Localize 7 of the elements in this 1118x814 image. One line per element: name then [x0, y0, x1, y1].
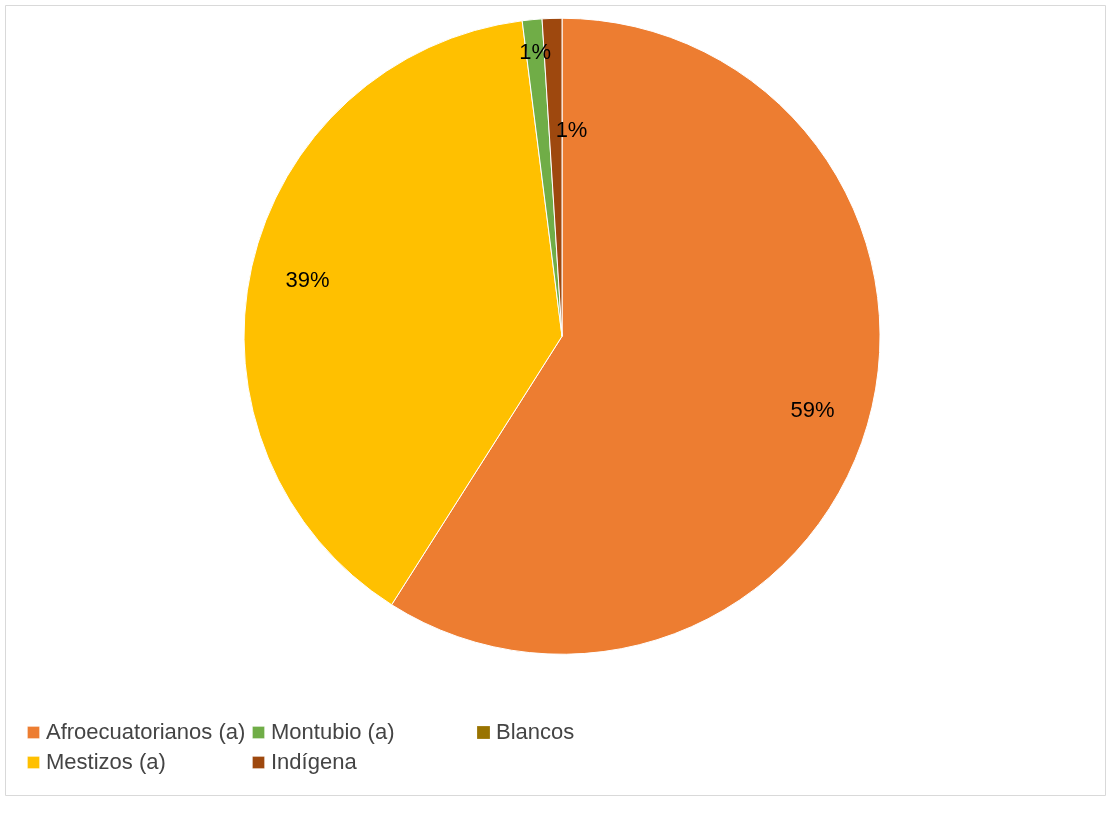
- legend-label: Indígena: [271, 749, 358, 775]
- legend-label: Montubio (a): [271, 719, 396, 745]
- data-label: 59%: [790, 396, 835, 422]
- legend-label: Mestizos (a): [46, 749, 167, 775]
- data-label: 39%: [285, 266, 330, 292]
- legend-label: Afroecuatorianos (a): [46, 719, 246, 745]
- legend-label: Blancos: [496, 719, 576, 745]
